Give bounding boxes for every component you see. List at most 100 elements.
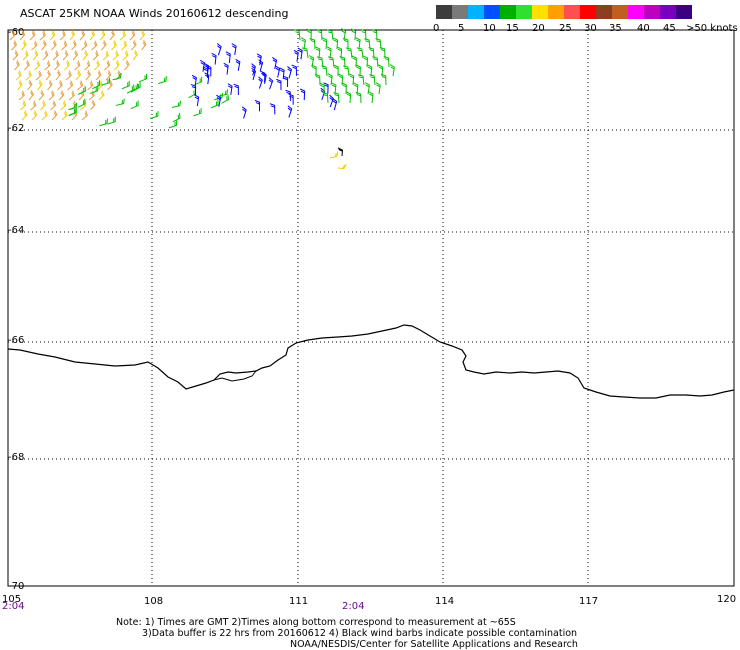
wind-barb — [216, 43, 222, 56]
wind-barb — [89, 85, 99, 94]
wind-barb — [54, 60, 60, 71]
lat-label: -68 — [8, 452, 24, 463]
wind-barb — [41, 40, 47, 51]
wind-barb — [57, 80, 63, 91]
wind-barb — [293, 49, 299, 62]
wind-barb — [341, 82, 347, 95]
wind-barb — [371, 28, 378, 41]
wind-barb — [306, 28, 312, 41]
wind-barb — [74, 60, 81, 71]
wind-barb — [364, 82, 370, 95]
wind-barb — [337, 73, 344, 86]
wind-barb — [336, 46, 343, 59]
wind-barb — [89, 30, 96, 41]
wind-barb — [49, 30, 56, 41]
wind-barb — [332, 98, 338, 111]
wind-barb — [47, 79, 53, 91]
wind-barb — [206, 64, 212, 77]
wind-barb — [193, 108, 202, 117]
wind-barb — [389, 64, 395, 77]
wind-barb — [368, 47, 375, 59]
legend-swatch — [596, 5, 612, 19]
wind-barb — [114, 60, 120, 71]
lon-label: 105 — [2, 594, 21, 605]
wind-barb — [194, 76, 203, 86]
legend-swatch — [564, 5, 580, 19]
legend-swatch — [644, 5, 660, 19]
wind-barb — [68, 102, 78, 111]
legend-label: >50 knots — [686, 23, 738, 34]
wind-barb — [109, 29, 116, 41]
wind-barb — [254, 99, 261, 112]
wind-barb — [71, 40, 77, 51]
wind-barb — [81, 110, 88, 121]
wind-barb — [357, 74, 365, 86]
wind-barb — [92, 80, 101, 90]
wind-barb — [216, 94, 222, 107]
wind-barb — [19, 30, 26, 41]
wind-barb — [333, 92, 340, 104]
wind-barb — [68, 107, 77, 116]
wind-barb — [327, 73, 333, 86]
wind-barb — [287, 105, 293, 118]
wind-barb — [65, 70, 72, 81]
legend-swatch — [484, 5, 500, 19]
wind-barb — [104, 60, 111, 71]
wind-barb — [121, 40, 128, 51]
wind-barb — [191, 74, 197, 87]
wind-barb — [38, 90, 45, 101]
wind-barb — [94, 60, 100, 71]
wind-barb — [31, 110, 38, 121]
wind-barb — [55, 69, 61, 81]
wind-barb — [15, 70, 22, 81]
wind-barb — [343, 37, 349, 50]
wind-barb — [141, 39, 147, 51]
wind-barb — [258, 59, 264, 72]
wind-barb — [204, 72, 210, 85]
wind-barb — [345, 91, 352, 104]
wind-barb — [28, 89, 35, 101]
wind-barb — [372, 56, 379, 68]
wind-barb — [241, 106, 247, 119]
wind-barb — [294, 29, 301, 41]
wind-barb — [322, 92, 329, 104]
wind-barb — [77, 80, 84, 91]
lat-label: -62 — [8, 123, 24, 134]
wind-barb — [87, 80, 94, 91]
map-title: ASCAT 25KM NOAA Winds 20160612 descendin… — [20, 7, 288, 20]
wind-barb — [321, 65, 328, 77]
wind-barb — [355, 91, 362, 104]
wind-barb — [61, 110, 68, 121]
wind-barb — [90, 99, 96, 111]
footnotes: Note: 1) Times are GMT 2)Times along bot… — [116, 617, 578, 650]
wind-barb — [319, 82, 325, 95]
wind-barb — [72, 50, 79, 61]
wind-barb — [218, 89, 229, 97]
wind-barb — [12, 50, 19, 61]
wind-barb — [380, 73, 387, 86]
wind-barb — [14, 60, 20, 71]
lon-label: 108 — [144, 596, 163, 607]
wind-barb — [21, 40, 27, 51]
note-line-1: Note: 1) Times are GMT 2)Times along bot… — [116, 617, 516, 628]
wind-barb — [68, 90, 75, 101]
wind-barb — [368, 91, 374, 104]
wind-barb — [311, 64, 317, 77]
note-line-3: NOAA/NESDIS/Center for Satellite Applica… — [290, 639, 578, 650]
wind-barb — [314, 73, 321, 86]
legend-label: 15 — [506, 23, 519, 34]
wind-barb — [11, 40, 18, 51]
wind-barb — [22, 50, 29, 61]
wind-barb — [375, 82, 381, 95]
lat-label: -70 — [8, 581, 24, 592]
wind-barb — [79, 30, 86, 41]
wind-barb — [256, 53, 262, 66]
latitude-labels: -60 -62 -64 -66 -68 -70 — [8, 27, 24, 592]
wind-barb — [171, 100, 182, 108]
legend-label: 0 — [433, 23, 439, 34]
wind-barb — [345, 47, 353, 59]
wind-barb — [101, 77, 111, 86]
wind-barb — [112, 50, 119, 61]
wind-barb — [52, 50, 59, 61]
wind-barb — [288, 93, 294, 105]
